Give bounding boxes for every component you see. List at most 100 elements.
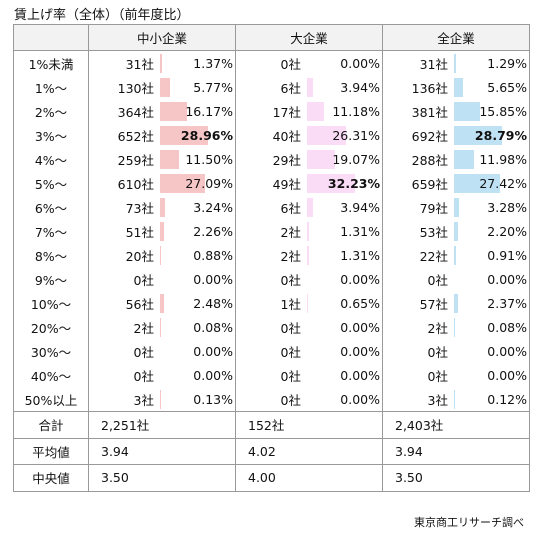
pct-value: 0.91% bbox=[487, 247, 527, 263]
row-label: 平均値 bbox=[13, 437, 89, 465]
pct-value: 0.00% bbox=[193, 343, 233, 359]
pct-cell: 0.00% bbox=[307, 363, 383, 387]
data-bar bbox=[454, 78, 464, 97]
count-cell: 51社 bbox=[125, 224, 154, 240]
count-cell: 56社 bbox=[125, 296, 154, 312]
row-label: 7%～ bbox=[13, 219, 89, 243]
pct-cell: 0.08% bbox=[454, 315, 530, 339]
pct-value: 5.65% bbox=[487, 79, 527, 95]
summary-row: 中央値 3.50 4.00 3.50 bbox=[13, 464, 530, 492]
pct-value: 0.00% bbox=[487, 343, 527, 359]
pct-cell: 27.42% bbox=[454, 171, 530, 195]
pct-value: 27.09% bbox=[185, 175, 233, 191]
count-cell: 49社 bbox=[272, 176, 301, 192]
row-label: 4%～ bbox=[13, 147, 89, 171]
row-label: 30%～ bbox=[13, 339, 89, 363]
pct-value: 0.00% bbox=[340, 55, 380, 71]
pct-value: 0.00% bbox=[340, 319, 380, 335]
pct-cell: 28.96% bbox=[160, 123, 236, 147]
data-row: 1%～ 130社 5.77% 6社 3.94% 136社 5.65% bbox=[13, 75, 530, 99]
row-label: 8%～ bbox=[13, 243, 89, 267]
summary-value: 2,251社 bbox=[88, 411, 236, 439]
data-bar bbox=[160, 246, 162, 265]
row-label: 20%～ bbox=[13, 315, 89, 339]
data-row: 40%～ 0社 0.00% 0社 0.00% 0社 0.00% bbox=[13, 363, 530, 387]
pct-value: 0.00% bbox=[340, 271, 380, 287]
data-bar bbox=[454, 126, 502, 145]
pct-cell: 19.07% bbox=[307, 147, 383, 171]
pct-cell: 0.00% bbox=[307, 387, 383, 412]
data-row: 1%未満 31社 1.37% 0社 0.00% 31社 1.29% bbox=[13, 50, 530, 75]
count-cell: 0社 bbox=[133, 368, 154, 384]
count-cell: 0社 bbox=[280, 344, 301, 360]
data-row: 8%～ 20社 0.88% 2社 1.31% 22社 0.91% bbox=[13, 243, 530, 267]
data-bar bbox=[454, 246, 456, 265]
pct-cell: 3.24% bbox=[160, 195, 236, 219]
pct-cell: 16.17% bbox=[160, 99, 236, 123]
pct-cell: 0.88% bbox=[160, 243, 236, 267]
pct-value: 26.31% bbox=[332, 127, 380, 143]
pct-cell: 0.00% bbox=[160, 267, 236, 291]
pct-cell: 32.23% bbox=[307, 171, 383, 195]
pct-value: 2.37% bbox=[487, 295, 527, 311]
count-cell: 381社 bbox=[411, 104, 448, 120]
data-row: 3%～ 652社 28.96% 40社 26.31% 692社 28.79% bbox=[13, 123, 530, 147]
row-label: 中央値 bbox=[13, 464, 89, 492]
count-cell: 0社 bbox=[280, 272, 301, 288]
count-cell: 31社 bbox=[419, 56, 448, 72]
data-bar bbox=[307, 198, 313, 217]
data-bar bbox=[454, 54, 457, 73]
summary-value: 4.02 bbox=[235, 437, 383, 465]
pct-cell: 27.09% bbox=[160, 171, 236, 195]
pct-value: 16.17% bbox=[185, 103, 233, 119]
row-label: 合計 bbox=[13, 411, 89, 439]
pct-cell: 2.26% bbox=[160, 219, 236, 243]
pct-value: 32.23% bbox=[327, 175, 380, 191]
row-label: 40%～ bbox=[13, 363, 89, 387]
count-cell: 610社 bbox=[117, 176, 154, 192]
data-bar bbox=[307, 246, 309, 265]
data-bar bbox=[307, 222, 309, 241]
count-cell: 0社 bbox=[427, 272, 448, 288]
data-bar bbox=[307, 174, 355, 193]
row-label: 10%～ bbox=[13, 291, 89, 315]
pct-value: 1.31% bbox=[340, 223, 380, 239]
header-row: 中小企業 大企業 全企業 bbox=[13, 24, 530, 51]
data-bar bbox=[160, 126, 208, 145]
pct-cell: 0.00% bbox=[454, 363, 530, 387]
data-row: 10%～ 56社 2.48% 1社 0.65% 57社 2.37% bbox=[13, 291, 530, 315]
pct-cell: 0.00% bbox=[307, 50, 383, 75]
row-label: 50%以上 bbox=[13, 387, 89, 412]
count-cell: 2社 bbox=[133, 320, 154, 336]
row-label: 6%～ bbox=[13, 195, 89, 219]
pct-value: 0.00% bbox=[340, 343, 380, 359]
count-cell: 6社 bbox=[280, 80, 301, 96]
data-row: 7%～ 51社 2.26% 2社 1.31% 53社 2.20% bbox=[13, 219, 530, 243]
pct-cell: 0.13% bbox=[160, 387, 236, 412]
data-row: 20%～ 2社 0.08% 0社 0.00% 2社 0.08% bbox=[13, 315, 530, 339]
data-bar bbox=[307, 150, 336, 169]
pct-cell: 11.98% bbox=[454, 147, 530, 171]
pct-value: 15.85% bbox=[479, 103, 527, 119]
summary-value: 3.50 bbox=[88, 464, 236, 492]
pct-cell: 0.00% bbox=[454, 339, 530, 363]
count-cell: 53社 bbox=[419, 224, 448, 240]
count-cell: 652社 bbox=[117, 128, 154, 144]
data-bar bbox=[454, 294, 458, 313]
pct-cell: 28.79% bbox=[454, 123, 530, 147]
count-cell: 57社 bbox=[419, 296, 448, 312]
data-bar bbox=[307, 78, 313, 97]
pct-cell: 1.29% bbox=[454, 50, 530, 75]
pct-cell: 3.94% bbox=[307, 75, 383, 99]
pct-value: 11.98% bbox=[479, 151, 527, 167]
pct-value: 0.00% bbox=[193, 271, 233, 287]
data-bar bbox=[307, 126, 347, 145]
count-cell: 40社 bbox=[272, 128, 301, 144]
data-bar bbox=[160, 102, 187, 121]
pct-cell: 0.65% bbox=[307, 291, 383, 315]
count-cell: 6社 bbox=[280, 200, 301, 216]
pct-value: 3.24% bbox=[193, 199, 233, 215]
pct-value: 3.94% bbox=[340, 199, 380, 215]
pct-value: 0.08% bbox=[487, 319, 527, 335]
